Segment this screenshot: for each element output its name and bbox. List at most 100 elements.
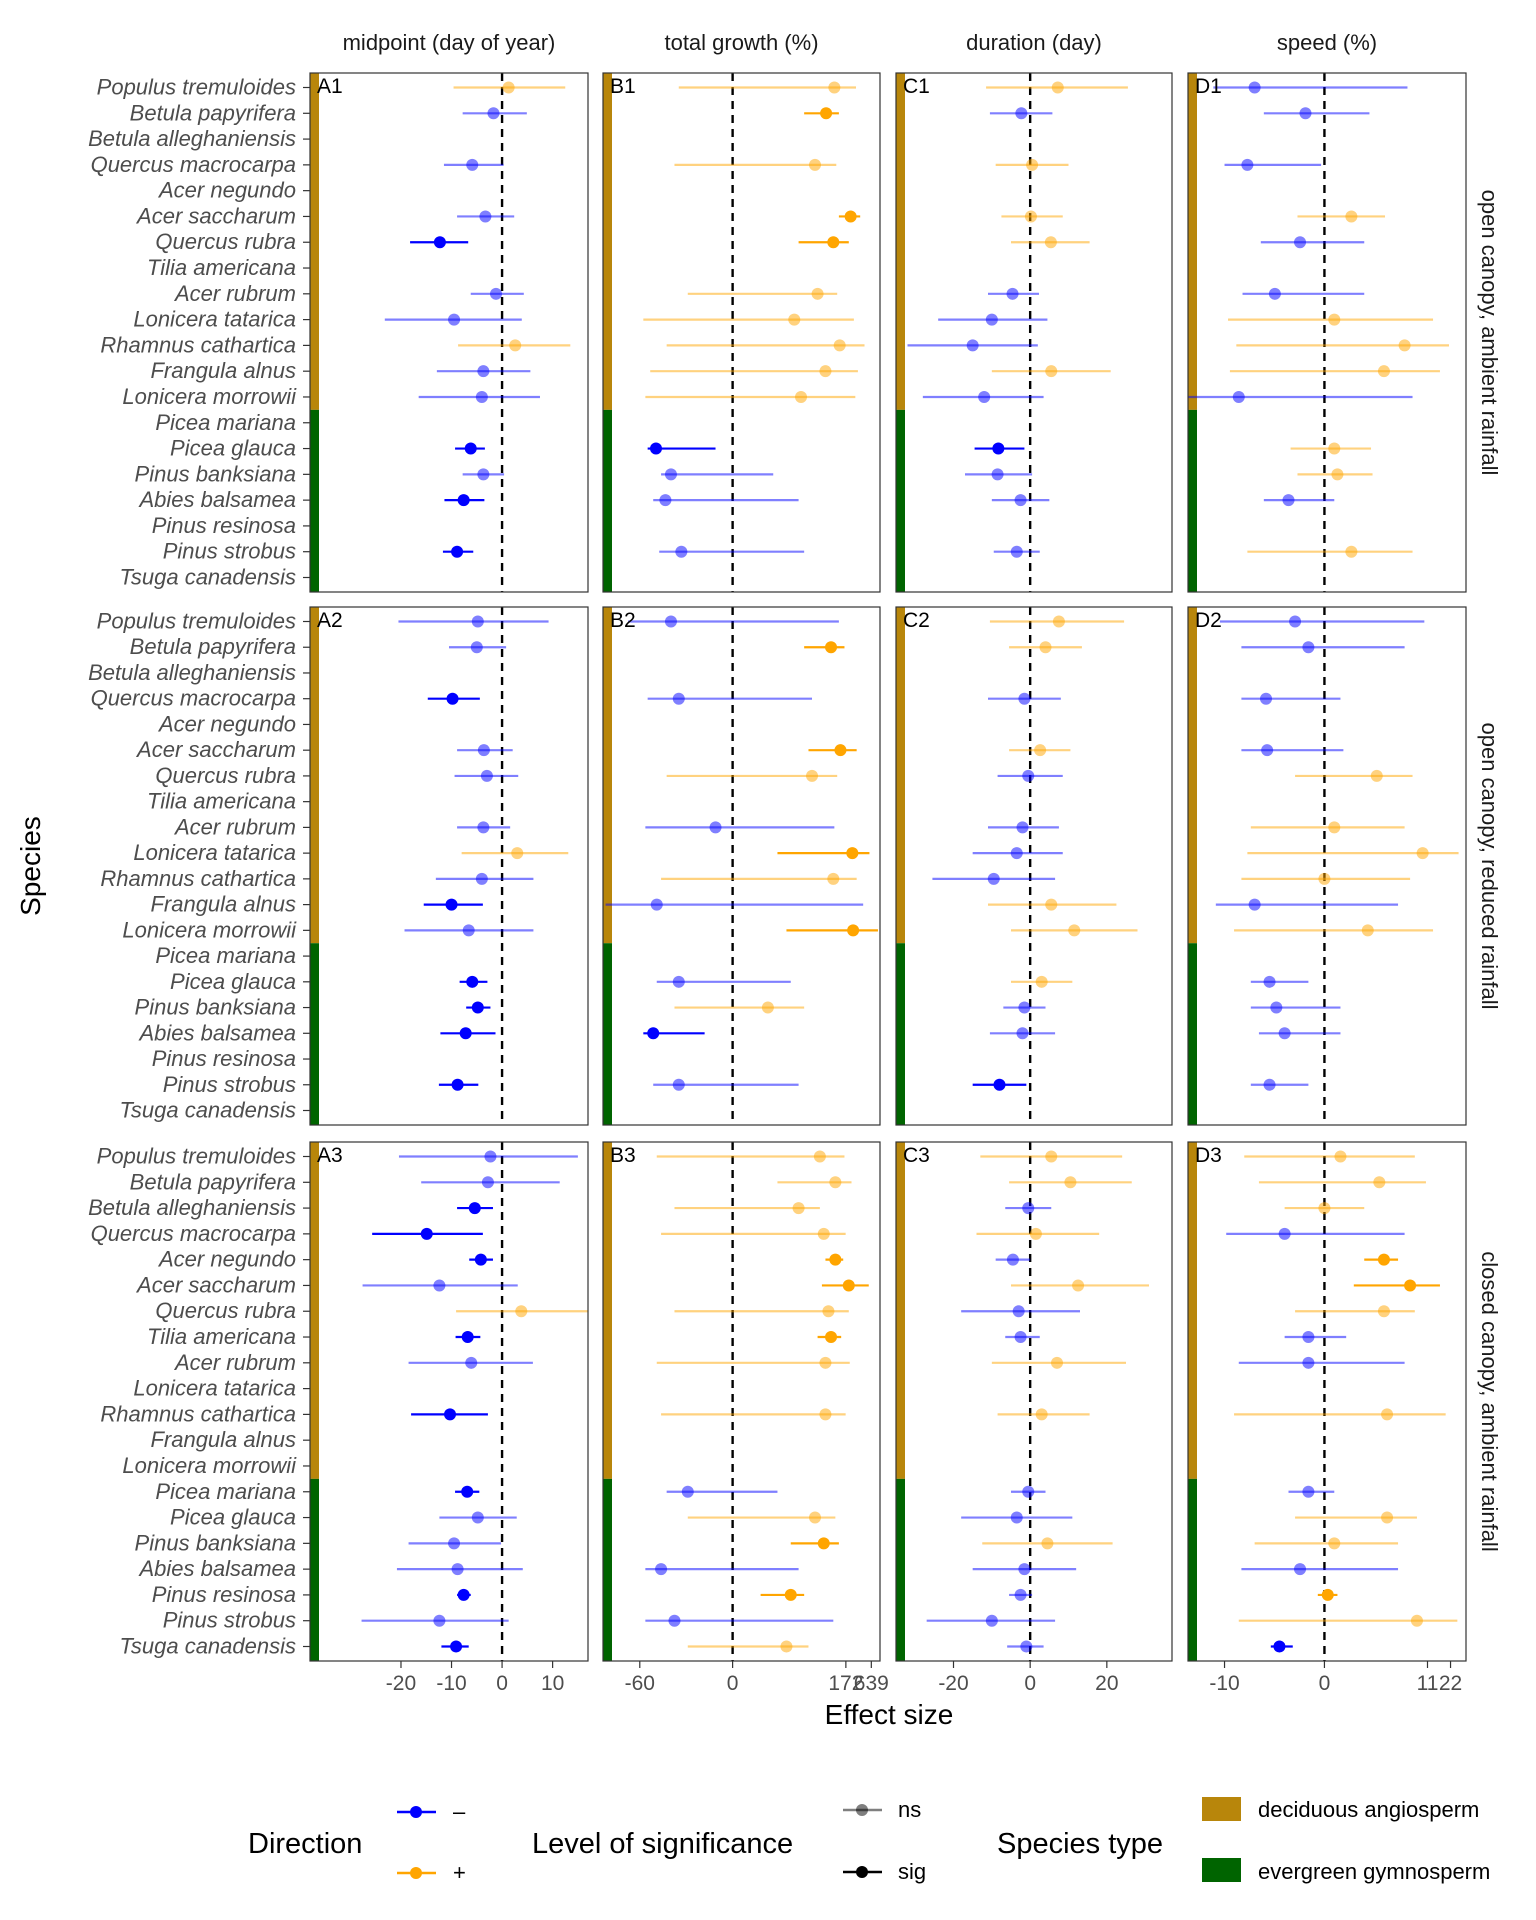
point-estimate — [1270, 1001, 1283, 1014]
panel-background — [310, 73, 588, 592]
point-estimate — [465, 1356, 478, 1369]
point-estimate — [1051, 81, 1064, 94]
point-estimate — [451, 1078, 464, 1091]
point-estimate — [471, 1511, 484, 1524]
point-estimate — [509, 339, 522, 352]
point-estimate — [471, 615, 484, 628]
x-tick-label: 0 — [727, 1672, 739, 1695]
point-estimate — [846, 847, 859, 860]
point-estimate — [788, 313, 801, 326]
point-estimate — [461, 1485, 474, 1498]
point-estimate — [1377, 365, 1390, 378]
point-estimate — [1345, 210, 1358, 223]
species-type-strip-deciduous — [1188, 73, 1197, 410]
species-label: Betula alleghaniensis — [88, 126, 296, 151]
point-estimate — [966, 339, 979, 352]
panel-label: B2 — [610, 609, 636, 632]
legend-sig-dot — [856, 1866, 868, 1878]
species-label: Acer rubrum — [173, 1350, 296, 1375]
legend-species-type-title: Species type — [997, 1828, 1163, 1860]
panel-background — [1188, 1142, 1466, 1661]
species-label: Acer saccharum — [135, 203, 296, 228]
point-estimate — [1232, 390, 1245, 403]
point-estimate — [655, 1563, 668, 1576]
panel-label: A2 — [317, 609, 343, 632]
point-estimate — [819, 1408, 832, 1421]
legend-significance-title: Level of significance — [532, 1828, 793, 1860]
point-estimate — [1328, 442, 1341, 455]
point-estimate — [795, 390, 808, 403]
point-estimate — [1345, 545, 1358, 558]
point-estimate — [1045, 898, 1058, 911]
point-estimate — [820, 107, 833, 120]
species-label: Acer negundo — [157, 178, 296, 203]
point-estimate — [1010, 847, 1023, 860]
panel-label: D3 — [1195, 1144, 1222, 1167]
point-estimate — [479, 210, 492, 223]
legend-ns-dot — [856, 1804, 868, 1816]
point-estimate — [834, 744, 847, 757]
legend: Direction – + Level of significance ns s… — [248, 1797, 1490, 1885]
point-estimate — [1016, 1027, 1029, 1040]
panel-A2: A2 — [309, 606, 589, 1126]
point-estimate — [1006, 287, 1019, 300]
point-estimate — [480, 769, 493, 782]
panel-D2: D2 — [1187, 606, 1467, 1126]
column-header: speed (%) — [1277, 30, 1377, 55]
species-label: Acer rubrum — [173, 281, 296, 306]
point-estimate — [451, 545, 464, 558]
panel-border — [602, 606, 881, 1126]
point-estimate — [466, 975, 479, 988]
panel-border — [309, 72, 589, 593]
panel-D1: D1 — [1187, 72, 1467, 593]
point-estimate — [461, 1331, 474, 1344]
point-estimate — [1302, 641, 1315, 654]
point-estimate — [1302, 1356, 1315, 1369]
point-estimate — [1289, 615, 1302, 628]
species-type-strip-evergreen — [896, 1478, 905, 1661]
point-estimate — [511, 847, 524, 860]
panel-background — [896, 73, 1172, 592]
legend-sig-label: sig — [898, 1859, 926, 1884]
species-label: Abies balsamea — [137, 1556, 296, 1581]
species-type-strip-evergreen — [310, 943, 319, 1125]
point-estimate — [448, 1537, 461, 1550]
point-estimate — [827, 236, 840, 249]
species-type-strip-evergreen — [1188, 943, 1197, 1125]
point-estimate — [451, 1563, 464, 1576]
point-estimate — [484, 1150, 497, 1163]
species-label: Quercus rubra — [155, 229, 296, 254]
panel-border — [309, 606, 589, 1126]
species-label: Frangula alnus — [150, 892, 296, 917]
point-estimate — [847, 924, 860, 937]
point-estimate — [842, 1279, 855, 1292]
panel-label: A3 — [317, 1144, 343, 1167]
panel-A3: A3 — [309, 1141, 589, 1662]
point-estimate — [709, 821, 722, 834]
legend-evergreen-label: evergreen gymnosperm — [1258, 1859, 1490, 1884]
species-label: Populus tremuloides — [97, 1144, 296, 1169]
point-estimate — [784, 1588, 797, 1601]
species-label: Lonicera tatarica — [133, 840, 296, 865]
point-estimate — [1014, 1331, 1027, 1344]
species-type-strip-evergreen — [896, 409, 905, 592]
point-estimate — [474, 1253, 487, 1266]
panel-B1: B1 — [602, 72, 881, 593]
panel-border — [895, 1141, 1173, 1662]
point-estimate — [1051, 1356, 1063, 1369]
species-label: Pinus resinosa — [152, 1046, 296, 1071]
species-label: Picea glauca — [170, 436, 296, 461]
species-type-strip-deciduous — [896, 1142, 905, 1479]
point-estimate — [1318, 1202, 1331, 1215]
species-label: Abies balsamea — [137, 1020, 296, 1045]
point-estimate — [1321, 1588, 1334, 1601]
point-estimate — [1261, 744, 1274, 757]
point-estimate — [1282, 494, 1295, 507]
species-type-strip-deciduous — [896, 607, 905, 944]
panel-border — [309, 1141, 589, 1662]
species-label: Betula alleghaniensis — [88, 660, 296, 685]
species-type-strip-evergreen — [603, 1478, 612, 1661]
panel-label: D2 — [1195, 609, 1222, 632]
panel-label: A1 — [317, 75, 343, 98]
point-estimate — [829, 1176, 842, 1189]
